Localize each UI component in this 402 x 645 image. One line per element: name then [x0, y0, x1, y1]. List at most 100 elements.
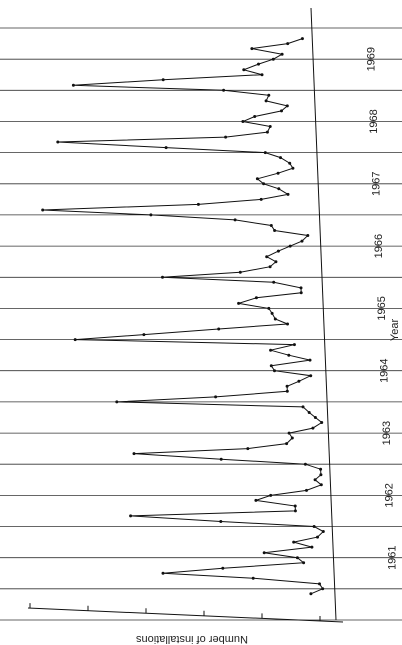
data-point — [288, 161, 292, 165]
data-point — [285, 442, 289, 446]
data-point — [280, 52, 284, 56]
data-point — [273, 369, 276, 373]
data-point — [292, 343, 296, 347]
data-point — [73, 338, 77, 342]
data-point — [321, 587, 325, 591]
data-point — [293, 509, 297, 513]
gridlines — [0, 27, 402, 621]
data-point — [319, 467, 323, 471]
data-point — [161, 275, 164, 279]
y-axis-title: Number of installations — [136, 633, 248, 645]
x-tick-label: 1962 — [384, 483, 396, 507]
data-point — [320, 421, 324, 424]
data-point — [41, 208, 45, 212]
data-point — [311, 426, 315, 430]
data-point — [221, 566, 225, 570]
data-point — [313, 416, 317, 419]
data-point — [310, 545, 314, 549]
data-point — [286, 322, 289, 326]
data-point — [299, 286, 303, 290]
data-point — [255, 177, 259, 181]
data-point — [287, 353, 291, 357]
data-point — [273, 317, 277, 321]
axes — [27, 7, 344, 623]
data-point — [265, 255, 269, 259]
data-point — [129, 514, 133, 518]
data-point — [313, 478, 317, 482]
data-point — [291, 166, 295, 170]
data-point — [276, 171, 280, 175]
data-point — [308, 358, 312, 362]
data-point — [279, 156, 282, 160]
x-axis-title: Year — [389, 319, 401, 342]
data-point — [299, 291, 303, 295]
data-point — [285, 384, 289, 388]
data-point — [259, 197, 263, 201]
data-point — [56, 140, 60, 144]
data-point — [222, 88, 226, 92]
x-tick-label: 1961 — [386, 545, 398, 569]
data-point — [265, 130, 269, 134]
data-point — [269, 348, 273, 352]
data-point — [246, 447, 250, 451]
x-axis-line — [310, 7, 337, 621]
data-point — [254, 498, 258, 502]
data-point — [161, 78, 165, 82]
data-point — [149, 213, 153, 217]
data-point — [270, 311, 274, 315]
data-point — [71, 83, 75, 87]
data-point — [295, 556, 299, 560]
data-point — [300, 239, 304, 243]
tick-labels: 1961 1962 1963 1964 1965 1966 1967 1968 1969 — [365, 47, 398, 570]
x-tick-label: 1969 — [365, 47, 377, 71]
data-point — [286, 42, 290, 46]
data-point — [285, 104, 289, 108]
data-point — [305, 488, 308, 492]
data-point — [301, 405, 305, 409]
data-point — [276, 249, 280, 253]
y-axis-line — [27, 607, 344, 623]
data-point — [307, 411, 311, 414]
data-point — [269, 364, 273, 368]
data-point — [264, 99, 268, 103]
data-point — [115, 400, 119, 404]
x-tick-label: 1966 — [373, 234, 385, 258]
data-point — [217, 327, 221, 331]
data-point — [132, 452, 136, 456]
data-point — [224, 135, 228, 139]
data-point — [268, 265, 272, 269]
x-tick-label: 1967 — [371, 172, 383, 196]
data-point — [290, 436, 294, 440]
data-point — [262, 182, 266, 186]
data-point — [263, 151, 267, 155]
data-point — [267, 306, 271, 310]
data-point — [164, 146, 168, 150]
data-point — [238, 270, 242, 274]
data-point — [269, 224, 273, 227]
data-point — [214, 395, 218, 399]
data-point — [306, 234, 310, 237]
data-point — [269, 493, 273, 497]
data-point — [233, 218, 237, 222]
data-point — [312, 525, 316, 528]
data-point — [161, 571, 165, 575]
data-point — [285, 389, 289, 393]
data-point — [142, 333, 146, 337]
data-point — [251, 576, 255, 580]
data-point — [277, 187, 281, 191]
data-point — [302, 561, 306, 565]
data-point — [309, 374, 313, 378]
x-tick-label: 1968 — [368, 109, 380, 133]
data-point — [287, 431, 291, 435]
data-point — [321, 530, 325, 533]
data-points — [41, 37, 325, 596]
data-point — [242, 68, 246, 72]
data-point — [309, 592, 313, 596]
data-point — [253, 115, 257, 118]
data-point — [272, 280, 276, 284]
data-point — [297, 379, 301, 383]
data-point — [268, 125, 272, 128]
data-point — [219, 457, 223, 461]
data-point — [316, 535, 319, 539]
